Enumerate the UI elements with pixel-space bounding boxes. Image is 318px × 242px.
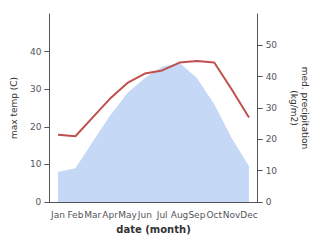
svg-text:Apr: Apr (102, 210, 118, 220)
svg-text:0: 0 (266, 197, 272, 207)
svg-text:(kg/m2): (kg/m2) (289, 90, 299, 125)
svg-text:max temp (C): max temp (C) (9, 77, 19, 139)
svg-text:40: 40 (30, 47, 42, 57)
svg-text:Jan: Jan (50, 210, 65, 220)
svg-text:0: 0 (36, 197, 42, 207)
svg-text:Mar: Mar (84, 210, 101, 220)
svg-text:May: May (118, 210, 137, 220)
svg-text:20: 20 (266, 134, 278, 144)
svg-text:10: 10 (266, 166, 278, 176)
svg-text:Oct: Oct (206, 210, 222, 220)
svg-text:10: 10 (30, 159, 42, 169)
svg-text:Feb: Feb (67, 210, 83, 220)
svg-text:Jun: Jun (137, 210, 152, 220)
svg-text:20: 20 (30, 122, 42, 132)
svg-text:30: 30 (30, 84, 42, 94)
svg-text:Aug: Aug (171, 210, 189, 220)
svg-text:med. precipitation: med. precipitation (300, 67, 310, 149)
svg-text:50: 50 (266, 40, 278, 50)
svg-text:Nov: Nov (223, 210, 241, 220)
svg-text:30: 30 (266, 103, 278, 113)
svg-text:Sep: Sep (188, 210, 205, 220)
svg-text:40: 40 (266, 72, 278, 82)
svg-text:Jul: Jul (156, 210, 168, 220)
svg-text:Dec: Dec (240, 210, 257, 220)
svg-text:date (month): date (month) (116, 224, 190, 235)
